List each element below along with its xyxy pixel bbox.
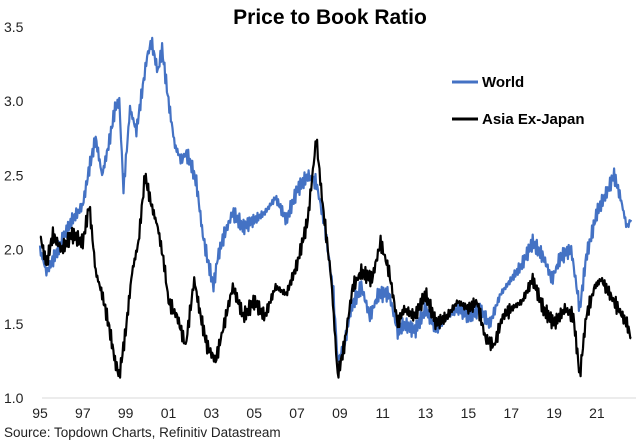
x-tick-label: 97 — [75, 405, 91, 421]
x-axis: 95 97 99 01 03 05 07 09 11 13 15 17 19 21 — [32, 405, 605, 421]
x-tick-label: 05 — [246, 405, 262, 421]
x-tick-label: 21 — [589, 405, 605, 421]
x-tick-label: 11 — [375, 405, 390, 421]
x-tick-label: 99 — [118, 405, 134, 421]
y-tick-label: 2.0 — [4, 242, 24, 258]
x-tick-label: 03 — [204, 405, 220, 421]
legend: World Asia Ex-Japan — [452, 74, 585, 128]
series-lines — [38, 36, 633, 379]
y-tick-label: 1.5 — [4, 316, 24, 332]
source-note: Source: Topdown Charts, Refinitiv Datast… — [4, 425, 281, 440]
y-axis: 1.0 1.5 2.0 2.5 3.0 3.5 — [4, 19, 24, 406]
x-tick-label: 07 — [289, 405, 305, 421]
series-line-asia-ex-japan — [39, 138, 632, 379]
series-line-world — [38, 36, 633, 362]
y-tick-label: 1.0 — [4, 390, 24, 406]
x-tick-label: 01 — [161, 405, 177, 421]
x-tick-label: 09 — [332, 405, 348, 421]
legend-label-world: World — [482, 74, 524, 91]
y-tick-label: 3.5 — [4, 19, 24, 35]
x-tick-label: 13 — [418, 405, 434, 421]
x-tick-label: 15 — [461, 405, 477, 421]
x-tick-label: 19 — [546, 405, 562, 421]
chart-title: Price to Book Ratio — [233, 6, 427, 29]
legend-label-asia-ex-japan: Asia Ex-Japan — [482, 111, 585, 128]
y-tick-label: 3.0 — [4, 93, 24, 109]
y-tick-label: 2.5 — [4, 167, 24, 183]
x-tick-label: 17 — [503, 405, 519, 421]
x-tick-label: 95 — [32, 405, 48, 421]
